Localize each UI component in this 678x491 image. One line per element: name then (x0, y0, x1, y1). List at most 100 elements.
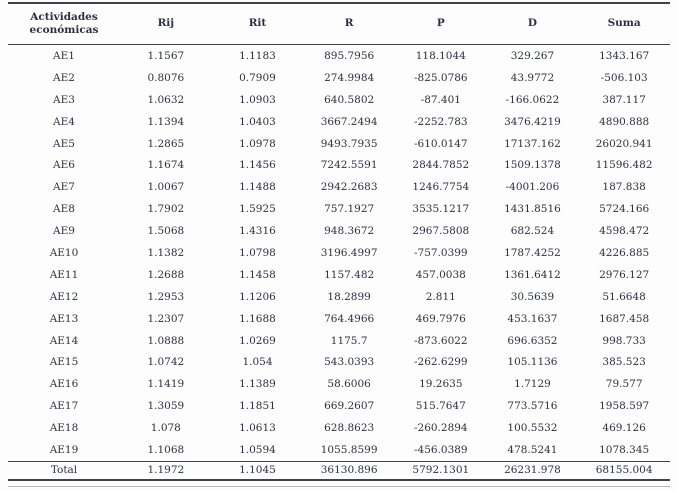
table-cell: 1.1382 (147, 246, 185, 259)
row-label: AE11 (49, 268, 79, 281)
table-cell: 1.0269 (239, 334, 276, 347)
table-cell: 640.5802 (324, 93, 375, 106)
row-label: AE5 (53, 137, 75, 150)
table-cell: -262.6299 (413, 356, 468, 369)
table-cell: 1.0742 (147, 356, 185, 369)
table-cell: -873.6022 (413, 334, 468, 347)
bottom-light-rule (8, 485, 670, 487)
row-label: AE18 (49, 422, 79, 435)
table-cell: 1.7129 (514, 378, 551, 391)
table-row: AE6 1.1674 1.1456 7242.5591 2844.7852 1509.13… (8, 154, 670, 176)
table-cell: 1.0403 (239, 115, 276, 128)
row-label: AE16 (49, 378, 79, 391)
table-cell: 1687.458 (599, 312, 650, 325)
table-row: AE1 1.1567 1.1183 895.7956 118.1044 329.267 13… (8, 45, 670, 67)
table-cell: 1.0978 (239, 137, 276, 150)
total-label: Total (8, 460, 120, 481)
row-label: AE19 (49, 443, 79, 456)
table-cell: 2.811 (425, 290, 456, 303)
table-cell: -610.0147 (413, 137, 468, 150)
table-cell: 1431.8516 (504, 203, 561, 216)
table-cell: 895.7956 (324, 49, 375, 62)
table-cell: 1.1206 (239, 290, 276, 303)
table-cell: 2967.5808 (412, 225, 470, 238)
table-cell: 1787.4252 (504, 246, 561, 259)
row-label: AE1 (53, 49, 75, 62)
table-row: AE16 1.1419 1.1389 58.6006 19.2635 1.7129 79.5… (8, 373, 670, 395)
total-cell: 5792.1301 (394, 460, 487, 481)
table-cell: 457.0038 (415, 268, 466, 281)
table-row: AE9 1.5068 1.4316 948.3672 2967.5808 682.524 4… (8, 220, 670, 242)
row-label: AE13 (49, 312, 79, 325)
table-cell: 1175.7 (330, 334, 368, 347)
table-cell: 1.1488 (239, 181, 276, 194)
table-cell: 43.9772 (510, 71, 555, 84)
table-cell: 1.1394 (147, 115, 185, 128)
table-row: AE15 1.0742 1.054 543.0393 -262.6299 105.1136… (8, 351, 670, 373)
table-cell: 696.6352 (507, 334, 558, 347)
table-cell: -4001.206 (505, 181, 560, 194)
row-label: AE10 (49, 246, 79, 259)
table-cell: 1.0067 (147, 181, 185, 194)
table-cell: 1.1419 (147, 378, 185, 391)
table-cell: 19.2635 (419, 378, 463, 391)
table-cell: 1.2688 (147, 268, 185, 281)
table-cell: 51.6648 (602, 290, 646, 303)
table-cell: 118.1044 (415, 49, 466, 62)
table-cell: 757.1927 (324, 203, 375, 216)
row-label: AE15 (49, 356, 79, 369)
table-cell: 18.2899 (327, 290, 371, 303)
table-row: AE4 1.1394 1.0403 3667.2494 -2252.783 3476.42… (8, 111, 670, 133)
table-cell: 329.267 (510, 49, 555, 62)
table-cell: 1.0613 (239, 422, 276, 435)
table-cell: 1.4316 (239, 225, 276, 238)
table-cell: 1.1183 (239, 49, 276, 62)
table-cell: 469.126 (602, 422, 646, 435)
table-cell: 1078.345 (599, 443, 650, 456)
table-cell: 1.2953 (147, 290, 185, 303)
table-cell: 2976.127 (599, 268, 650, 281)
table-cell: 3667.2494 (320, 115, 378, 128)
table-cell: 4226.885 (599, 246, 650, 259)
table-cell: 105.1136 (507, 356, 558, 369)
table-row: AE7 1.0067 1.1488 2942.2683 1246.7754 -4001.2… (8, 176, 670, 198)
table-cell: 1.5068 (147, 225, 185, 238)
table-cell: -166.0622 (505, 93, 560, 106)
table-row: AE14 1.0888 1.0269 1175.7 -873.6022 696.6352 9… (8, 330, 670, 352)
table-cell: 1.1688 (239, 312, 276, 325)
table-cell: 478.5241 (507, 443, 558, 456)
table-cell: 1.1851 (239, 400, 276, 413)
table-cell: 58.6006 (327, 378, 371, 391)
table-cell: 1.1389 (239, 378, 276, 391)
table-cell: 3476.4219 (504, 115, 561, 128)
table-cell: -260.2894 (413, 422, 468, 435)
table-cell: 1.1456 (239, 159, 276, 172)
row-label: AE17 (49, 400, 79, 413)
table-cell: 1.054 (242, 356, 273, 369)
column-header-rij: Rij (120, 3, 212, 45)
table-cell: 100.5532 (507, 422, 558, 435)
table-cell: 1246.7754 (412, 181, 470, 194)
table-cell: 187.838 (602, 181, 646, 194)
row-label: AE9 (53, 225, 75, 238)
table-row: AE11 1.2688 1.1458 1157.482 457.0038 1361.641… (8, 264, 670, 286)
column-header-suma: Suma (578, 3, 670, 45)
table-cell: 1055.8599 (320, 443, 378, 456)
table-cell: 1.0632 (147, 93, 185, 106)
table-cell: 7242.5591 (320, 159, 378, 172)
table-cell: 1.1068 (147, 443, 185, 456)
table-cell: 17137.162 (504, 137, 561, 150)
total-cell: 36130.896 (303, 460, 395, 481)
row-label: AE6 (53, 159, 75, 172)
table-cell: 1.0594 (239, 443, 276, 456)
table-cell: 469.7976 (415, 312, 466, 325)
table-cell: 669.2607 (324, 400, 375, 413)
row-label: AE4 (53, 115, 75, 128)
economic-activities-table-wrap: Actividades económicas Rij Rit R P D Sum… (8, 2, 670, 481)
table-cell: 11596.482 (595, 159, 653, 172)
table-cell: 3196.4997 (320, 246, 378, 259)
table-cell: 1.1567 (147, 49, 185, 62)
table-cell: 1.078 (150, 422, 181, 435)
column-header-d: D (486, 3, 579, 45)
table-cell: 2942.2683 (320, 181, 378, 194)
